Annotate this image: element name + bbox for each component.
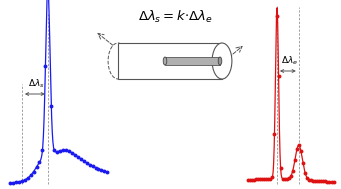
Ellipse shape [218, 57, 222, 65]
Text: $\Delta\lambda_s$: $\Delta\lambda_s$ [28, 77, 44, 90]
Text: $\Delta\lambda_e$: $\Delta\lambda_e$ [281, 54, 298, 67]
Ellipse shape [163, 57, 167, 65]
Ellipse shape [108, 43, 128, 79]
Polygon shape [118, 43, 222, 79]
Polygon shape [165, 57, 220, 65]
Ellipse shape [212, 43, 232, 79]
Text: $\Delta\lambda_s = k{\cdot}\Delta\lambda_e$: $\Delta\lambda_s = k{\cdot}\Delta\lambda… [138, 9, 212, 25]
